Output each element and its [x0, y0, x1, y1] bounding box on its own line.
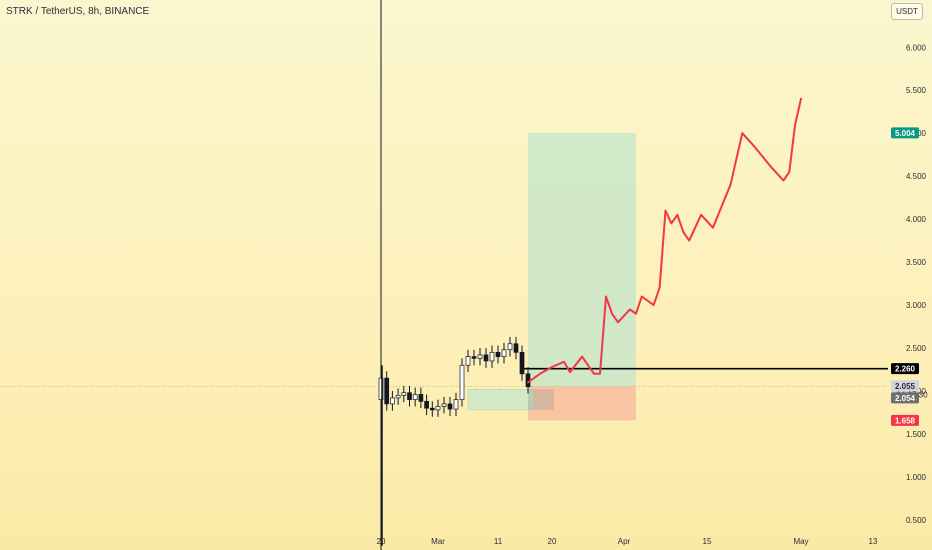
candle[interactable] [435, 406, 441, 411]
candle[interactable] [395, 394, 401, 399]
y-tick-label: 6.000 [906, 43, 927, 52]
price-tag-horizontal-line [891, 363, 919, 375]
x-tick-label: 20 [548, 537, 557, 546]
candle[interactable] [390, 397, 395, 405]
accumulation-zone[interactable] [467, 389, 535, 411]
candle[interactable] [519, 351, 525, 375]
projection-line[interactable] [527, 97, 802, 384]
x-tick-label: Apr [618, 537, 631, 546]
chart-title: STRK / TetherUS, 8h, BINANCE [6, 6, 150, 17]
candle[interactable] [483, 354, 489, 362]
y-tick-label: 3.000 [906, 301, 927, 310]
y-tick-label: 5.500 [906, 86, 927, 95]
price-tag-label-last-price: 2.055 [895, 382, 916, 391]
candle[interactable] [453, 399, 459, 410]
candle[interactable] [401, 392, 407, 396]
y-tick-label: 3.500 [906, 258, 927, 267]
candle[interactable] [495, 351, 501, 357]
y-tick-label: 0.500 [906, 516, 927, 525]
candle[interactable] [471, 356, 477, 359]
price-tag-label-stop: 1.658 [895, 416, 916, 425]
long-position-loss-zone[interactable] [528, 386, 636, 421]
candle[interactable] [378, 377, 384, 400]
x-tick-label: Mar [431, 537, 445, 546]
price-tag-label-target: 5.004 [895, 129, 916, 138]
y-tick-label: 4.500 [906, 172, 927, 181]
y-tick-label: 2.500 [906, 344, 927, 353]
x-tick-label: 11 [494, 537, 503, 546]
candle[interactable] [513, 343, 519, 353]
candle[interactable] [429, 407, 435, 411]
candle[interactable] [489, 351, 495, 362]
candle[interactable] [412, 394, 418, 400]
price-tag-label-entry: 2.054 [895, 394, 916, 403]
candle[interactable] [384, 377, 390, 405]
candle[interactable] [424, 400, 429, 409]
price-tag-entry [891, 392, 919, 404]
x-tick-label: 20 [377, 537, 386, 546]
long-position-profit-zone[interactable] [528, 132, 636, 387]
accumulation-zone-overlap [528, 389, 554, 410]
x-tick-label: 15 [703, 537, 712, 546]
y-tick-label: 4.000 [906, 215, 927, 224]
price-tag-label-horizontal-line: 2.260 [895, 365, 916, 374]
candle[interactable] [407, 392, 412, 400]
price-tag-stop [891, 414, 919, 426]
candle[interactable] [447, 403, 453, 410]
price-tag-target [891, 127, 919, 139]
x-tick-label: May [793, 537, 808, 546]
y-tick-label: 1.500 [906, 430, 927, 439]
x-tick-label: 13 [869, 537, 878, 546]
candle[interactable] [441, 403, 447, 407]
candle[interactable] [507, 343, 513, 351]
y-tick-label: 1.000 [906, 473, 927, 482]
candle[interactable] [459, 364, 465, 400]
candle[interactable] [465, 356, 471, 366]
candle[interactable] [501, 349, 507, 357]
candle[interactable] [477, 354, 483, 359]
candle[interactable] [418, 394, 424, 402]
currency-button[interactable]: USDT [891, 3, 923, 20]
